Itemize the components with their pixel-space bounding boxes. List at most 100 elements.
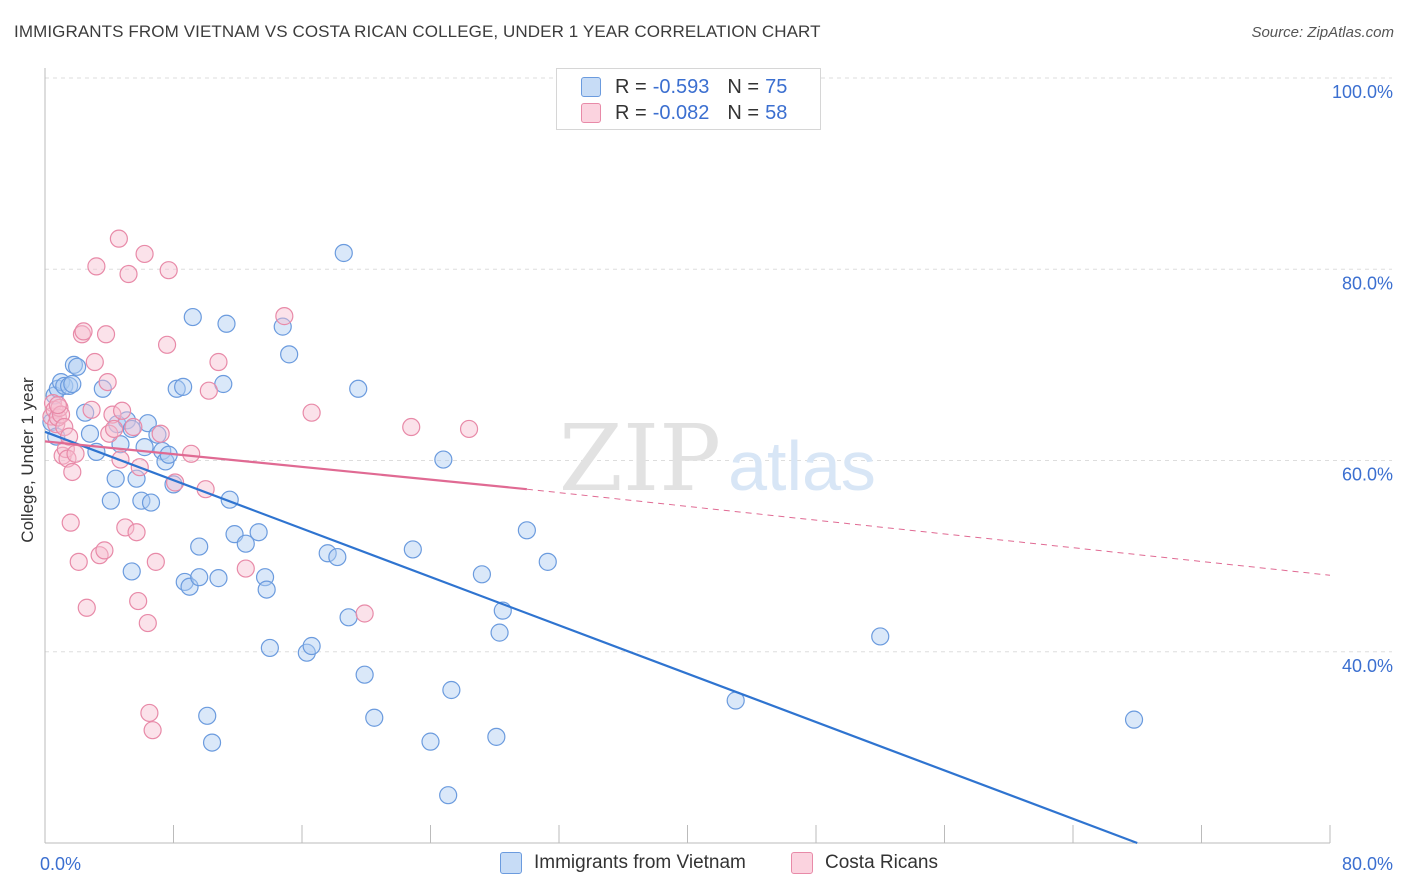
legend-n-label: N = [727,75,760,98]
legend-n-value: 58 [765,101,788,124]
point-costa-rica [55,417,74,437]
trendline-costa-rica [44,440,527,491]
point-costa-rica [119,264,138,284]
point-costa-rica [402,417,421,437]
axes [44,68,1331,844]
point-costa-rica [209,352,228,372]
point-costa-rica [50,398,69,418]
point-vietnam [403,540,422,559]
correlation-legend: R = -0.593 N = 75 R = -0.082 N = 58 [556,68,821,130]
point-costa-rica [69,552,88,571]
trendline-vietnam [44,430,1138,845]
point-vietnam [122,562,141,581]
point-vietnam [439,786,458,805]
point-costa-rica [459,419,479,439]
point-costa-rica [109,229,128,248]
point-vietnam [339,608,358,627]
y-tick-label: 100.0% [1332,82,1393,102]
trendline-costa-rica-extension [526,488,1331,576]
point-vietnam [280,345,299,364]
point-vietnam [174,377,193,396]
point-vietnam [209,569,228,588]
point-vietnam [190,568,209,587]
point-vietnam [871,627,890,646]
point-costa-rica [236,559,255,578]
series-legend: Immigrants from Vietnam Costa Ricans [0,852,1406,878]
point-costa-rica [112,401,132,420]
legend-r-label: R = [615,75,647,98]
point-vietnam [318,544,337,563]
legend-n-label: N = [727,101,760,124]
trend-lines [44,430,1331,845]
point-vietnam [442,680,461,700]
point-vietnam [180,577,199,596]
point-costa-rica [159,261,178,280]
x-tick-label: 0.0% [40,854,81,874]
legend-item-vietnam: Immigrants from Vietnam [500,852,746,874]
point-costa-rica [95,541,114,560]
point-costa-rica [124,417,143,437]
point-costa-rica [116,518,135,537]
point-vietnam [80,424,100,443]
point-vietnam [59,376,79,396]
chart-title: IMMIGRANTS FROM VIETNAM VS COSTA RICAN C… [14,22,821,41]
x-tick-label: 80.0% [1342,854,1393,874]
point-vietnam [421,732,440,751]
point-vietnam [260,638,279,658]
point-vietnam [101,491,120,510]
point-vietnam [257,580,276,599]
point-vietnam [198,706,217,725]
point-costa-rica [77,598,96,617]
point-costa-rica [135,244,154,264]
legend-swatch-vietnam [581,77,601,97]
data-points [42,229,1144,805]
point-vietnam [1124,710,1144,729]
legend-swatch-vietnam [500,852,522,874]
legend-row-vietnam: R = -0.593 N = 75 [581,75,787,99]
point-costa-rica [146,552,165,571]
point-vietnam [249,523,268,542]
legend-label-vietnam: Immigrants from Vietnam [534,852,746,873]
legend-r-value: -0.082 [652,101,710,124]
point-vietnam [302,636,321,656]
legend-swatch-costa-rica [581,103,601,123]
point-costa-rica [104,419,124,439]
point-vietnam [63,374,82,394]
y-tick-label: 80.0% [1342,273,1393,293]
point-vietnam [538,552,557,571]
point-vietnam [472,565,491,584]
legend-label-costa-rica: Costa Ricans [825,852,938,873]
point-costa-rica [199,381,218,400]
point-costa-rica [72,325,92,344]
point-vietnam [217,314,236,333]
source-note: Source: ZipAtlas.com [1251,24,1394,41]
point-vietnam [349,379,368,398]
legend-row-costa-rica: R = -0.082 N = 58 [581,101,787,125]
point-vietnam [141,493,161,512]
point-costa-rica [87,257,106,276]
point-costa-rica [302,403,321,422]
point-vietnam [64,355,84,374]
point-vietnam [365,708,384,727]
point-vietnam [202,733,222,752]
point-vietnam [167,379,186,398]
point-vietnam [190,537,209,556]
point-costa-rica [48,395,67,415]
point-vietnam [106,469,125,488]
point-vietnam [328,547,347,567]
point-costa-rica [66,444,85,463]
point-costa-rica [103,405,122,424]
point-costa-rica [98,372,117,392]
point-vietnam [68,357,87,376]
watermark-zip: ZIP [559,405,721,512]
point-costa-rica [138,613,157,633]
point-costa-rica [96,325,116,344]
point-vietnam [434,450,453,469]
point-costa-rica [82,400,101,419]
point-costa-rica [61,513,80,532]
point-costa-rica [151,424,170,443]
point-vietnam [236,534,255,553]
point-costa-rica [63,462,82,482]
legend-r-label: R = [615,101,647,124]
point-costa-rica [127,523,146,542]
